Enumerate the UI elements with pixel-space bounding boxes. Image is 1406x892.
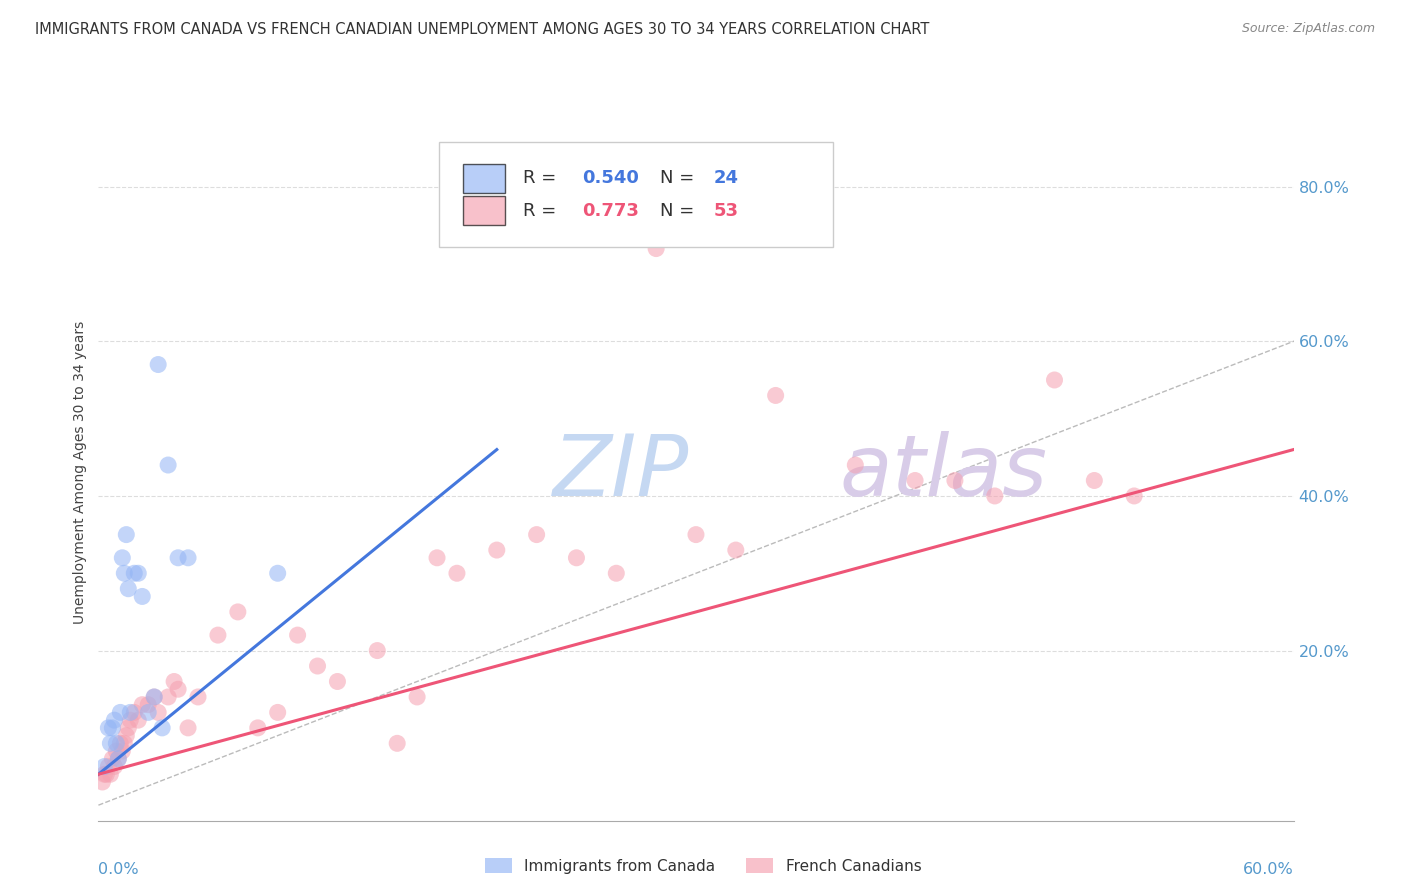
Text: R =: R =: [523, 202, 561, 219]
Immigrants from Canada: [117, 582, 139, 596]
Immigrants from Canada: [100, 736, 122, 750]
Text: 0.540: 0.540: [582, 169, 640, 187]
FancyBboxPatch shape: [439, 142, 834, 247]
Immigrants from Canada: [136, 706, 159, 720]
French Canadians: [385, 736, 409, 750]
Text: 53: 53: [714, 202, 740, 219]
French Canadians: [148, 706, 170, 720]
Text: 60.0%: 60.0%: [1243, 863, 1294, 878]
French Canadians: [101, 752, 124, 766]
Immigrants from Canada: [143, 690, 166, 704]
French Canadians: [904, 474, 927, 488]
Immigrants from Canada: [127, 566, 149, 581]
Immigrants from Canada: [115, 527, 138, 541]
Text: 0.0%: 0.0%: [98, 863, 139, 878]
French Canadians: [326, 674, 349, 689]
French Canadians: [127, 713, 149, 727]
Immigrants from Canada: [93, 759, 115, 773]
French Canadians: [226, 605, 249, 619]
French Canadians: [105, 744, 128, 758]
French Canadians: [177, 721, 200, 735]
French Canadians: [115, 729, 138, 743]
French Canadians: [366, 643, 388, 657]
Y-axis label: Unemployment Among Ages 30 to 34 years: Unemployment Among Ages 30 to 34 years: [73, 321, 87, 624]
French Canadians: [267, 706, 290, 720]
Text: N =: N =: [661, 169, 700, 187]
French Canadians: [605, 566, 627, 581]
French Canadians: [91, 775, 114, 789]
French Canadians: [526, 527, 548, 541]
French Canadians: [984, 489, 1007, 503]
French Canadians: [1123, 489, 1146, 503]
French Canadians: [93, 767, 115, 781]
French Canadians: [96, 767, 118, 781]
French Canadians: [426, 550, 449, 565]
French Canadians: [565, 550, 588, 565]
Text: atlas: atlas: [839, 431, 1047, 515]
French Canadians: [765, 388, 787, 402]
French Canadians: [163, 674, 186, 689]
French Canadians: [136, 698, 159, 712]
French Canadians: [1043, 373, 1066, 387]
Immigrants from Canada: [112, 566, 135, 581]
French Canadians: [167, 682, 190, 697]
French Canadians: [207, 628, 229, 642]
French Canadians: [446, 566, 468, 581]
French Canadians: [287, 628, 309, 642]
French Canadians: [157, 690, 180, 704]
Text: Source: ZipAtlas.com: Source: ZipAtlas.com: [1241, 22, 1375, 36]
Immigrants from Canada: [157, 458, 180, 472]
French Canadians: [724, 543, 747, 558]
Text: N =: N =: [661, 202, 700, 219]
Text: 0.773: 0.773: [582, 202, 640, 219]
French Canadians: [844, 458, 866, 472]
Immigrants from Canada: [148, 358, 170, 372]
French Canadians: [124, 706, 146, 720]
Immigrants from Canada: [111, 550, 134, 565]
Immigrants from Canada: [110, 706, 132, 720]
French Canadians: [307, 659, 329, 673]
Immigrants from Canada: [177, 550, 200, 565]
Immigrants from Canada: [124, 566, 146, 581]
Immigrants from Canada: [105, 736, 128, 750]
Legend: Immigrants from Canada, French Canadians: Immigrants from Canada, French Canadians: [478, 852, 928, 880]
Text: 24: 24: [714, 169, 740, 187]
French Canadians: [107, 752, 129, 766]
French Canadians: [112, 736, 135, 750]
French Canadians: [131, 698, 153, 712]
French Canadians: [1083, 474, 1105, 488]
French Canadians: [110, 736, 132, 750]
French Canadians: [100, 767, 122, 781]
Immigrants from Canada: [167, 550, 190, 565]
French Canadians: [645, 242, 668, 256]
Immigrants from Canada: [267, 566, 290, 581]
French Canadians: [103, 759, 125, 773]
Immigrants from Canada: [120, 706, 142, 720]
French Canadians: [117, 721, 139, 735]
Immigrants from Canada: [103, 713, 125, 727]
FancyBboxPatch shape: [463, 196, 505, 226]
Text: IMMIGRANTS FROM CANADA VS FRENCH CANADIAN UNEMPLOYMENT AMONG AGES 30 TO 34 YEARS: IMMIGRANTS FROM CANADA VS FRENCH CANADIA…: [35, 22, 929, 37]
French Canadians: [97, 759, 120, 773]
French Canadians: [187, 690, 209, 704]
FancyBboxPatch shape: [463, 163, 505, 193]
Immigrants from Canada: [101, 721, 124, 735]
French Canadians: [943, 474, 966, 488]
Immigrants from Canada: [150, 721, 173, 735]
Text: R =: R =: [523, 169, 561, 187]
French Canadians: [120, 713, 142, 727]
French Canadians: [685, 527, 707, 541]
Immigrants from Canada: [107, 752, 129, 766]
Immigrants from Canada: [131, 590, 153, 604]
French Canadians: [485, 543, 508, 558]
French Canadians: [143, 690, 166, 704]
Text: ZIP: ZIP: [553, 431, 689, 515]
Immigrants from Canada: [97, 721, 120, 735]
French Canadians: [246, 721, 269, 735]
French Canadians: [111, 744, 134, 758]
French Canadians: [406, 690, 429, 704]
